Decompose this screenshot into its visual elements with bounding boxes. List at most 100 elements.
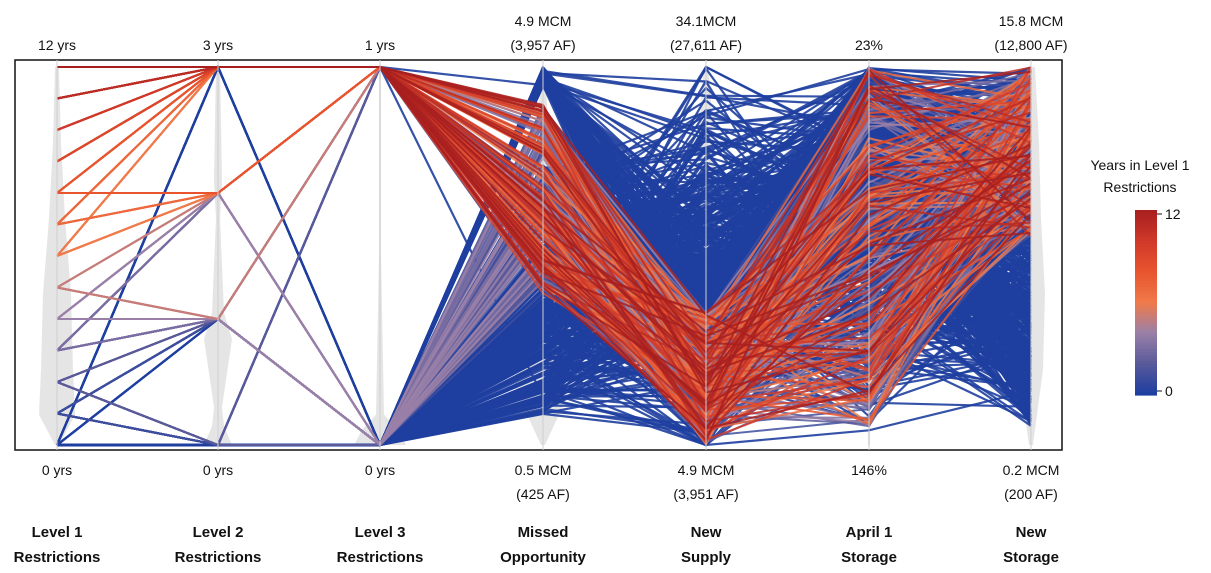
- colorbar-segment: [1135, 268, 1157, 273]
- axis-bottom-label-supply: 4.9 MCM: [678, 462, 735, 478]
- colorbar-segment: [1135, 247, 1157, 251]
- colorbar-title: Restrictions: [1103, 179, 1176, 195]
- colorbar-segment: [1135, 293, 1157, 297]
- axis-bottom-label-missed: 0.5 MCM: [515, 462, 572, 478]
- axis-bottom-label-april: 146%: [851, 462, 887, 478]
- axis-top-label-missed: (3,957 AF): [510, 37, 575, 53]
- colorbar-segment: [1135, 219, 1157, 223]
- colorbar-segment: [1135, 216, 1157, 220]
- colorbar-segment: [1135, 305, 1157, 310]
- colorbar-segment: [1135, 351, 1157, 356]
- colorbar-segment: [1135, 364, 1157, 368]
- colorbar-segment: [1135, 299, 1157, 304]
- colorbar-segment: [1135, 271, 1157, 276]
- colorbar-segment: [1135, 373, 1157, 378]
- axis-top-label-level1: 12 yrs: [38, 37, 76, 53]
- colorbar-segment: [1135, 290, 1157, 294]
- colorbar-segment: [1135, 370, 1157, 375]
- axis-title-level1: Level 1: [32, 524, 83, 541]
- solution-lines: [55, 64, 1032, 448]
- colorbar-segment: [1135, 250, 1157, 254]
- axis-bottom-label-supply: (3,951 AF): [673, 486, 738, 502]
- colorbar-segment: [1135, 231, 1157, 236]
- colorbar-segment: [1135, 339, 1157, 344]
- colorbar-segment: [1135, 228, 1157, 233]
- axis-bottom-label-storage: 0.2 MCM: [1003, 462, 1060, 478]
- colorbar-segment: [1135, 262, 1157, 267]
- axis-top-label-april: 23%: [855, 37, 883, 53]
- colorbar-segment: [1135, 348, 1157, 353]
- colorbar-segment: [1135, 287, 1157, 291]
- plot-frame: [14, 59, 1063, 451]
- colorbar-segment: [1135, 376, 1157, 381]
- colorbar-segment: [1135, 225, 1157, 230]
- colorbar-segment: [1135, 274, 1157, 279]
- colorbar-segment: [1135, 379, 1157, 384]
- colorbar-segment: [1135, 317, 1157, 322]
- colorbar-segment: [1135, 302, 1157, 307]
- axis-title-missed: Opportunity: [500, 549, 586, 566]
- colorbar-segment: [1135, 243, 1157, 248]
- colorbar-segment: [1135, 284, 1157, 288]
- colorbar-segment: [1135, 240, 1157, 245]
- colorbar-segment: [1135, 354, 1157, 359]
- axis-title-april: April 1: [846, 524, 893, 541]
- colorbar-segment: [1135, 277, 1157, 282]
- axis-bottom-label-storage: (200 AF): [1004, 486, 1058, 502]
- colorbar-segment: [1135, 265, 1157, 270]
- colorbar-segment: [1135, 358, 1157, 362]
- colorbar-segment: [1135, 388, 1157, 393]
- axis-top-label-storage: 15.8 MCM: [999, 13, 1064, 29]
- colorbar-segment: [1135, 210, 1157, 214]
- colorbar-segment: [1135, 256, 1157, 260]
- colorbar-segment: [1135, 213, 1157, 217]
- colorbar-segment: [1135, 314, 1157, 319]
- axis-bottom-label-level2: 0 yrs: [203, 462, 233, 478]
- axis-title-april: Storage: [841, 549, 897, 566]
- colorbar-segment: [1135, 311, 1157, 316]
- axis-bottom-label-missed: (425 AF): [516, 486, 570, 502]
- axis-top-label-supply: (27,611 AF): [670, 37, 742, 53]
- axis-title-missed: Missed: [518, 524, 569, 541]
- axis-title-storage: New: [1016, 524, 1047, 541]
- colorbar-segment: [1135, 234, 1157, 239]
- colorbar-segment: [1135, 382, 1157, 387]
- axis-title-level1: Restrictions: [14, 549, 101, 566]
- axis-top-label-level2: 3 yrs: [203, 37, 233, 53]
- axis-bottom-label-level3: 0 yrs: [365, 462, 395, 478]
- axis-title-level2: Restrictions: [175, 549, 262, 566]
- axis-top-label-supply: 34.1MCM: [676, 13, 737, 29]
- colorbar-segment: [1135, 391, 1157, 396]
- axis-top-label-missed: 4.9 MCM: [515, 13, 572, 29]
- colorbar-segment: [1135, 342, 1157, 347]
- colorbar-segment: [1135, 330, 1157, 334]
- colorbar-segment: [1135, 308, 1157, 313]
- colorbar-max-label: 12: [1165, 206, 1181, 222]
- axis-title-level3: Level 3: [355, 524, 406, 541]
- colorbar-title: Years in Level 1: [1090, 157, 1189, 173]
- axis-top-label-level3: 1 yrs: [365, 37, 395, 53]
- axis-title-level2: Level 2: [193, 524, 244, 541]
- axes-layer: 12 yrs 0 yrs Level 1 Restrictions 3 yrs 0 yrs…: [14, 13, 1068, 566]
- colorbar-legend: Years in Level 1 Restrictions 12 0: [1090, 157, 1189, 399]
- colorbar-segment: [1135, 385, 1157, 390]
- colorbar-segment: [1135, 361, 1157, 365]
- axis-title-supply: New: [691, 524, 722, 541]
- axis-title-storage: Storage: [1003, 549, 1059, 566]
- colorbar-segment: [1135, 253, 1157, 257]
- colorbar-segment: [1135, 280, 1157, 285]
- colorbar-segment: [1135, 324, 1157, 328]
- axis-title-level3: Restrictions: [337, 549, 424, 566]
- axis-bottom-label-level1: 0 yrs: [42, 462, 72, 478]
- axis-top-label-storage: (12,800 AF): [994, 37, 1067, 53]
- colorbar-segment: [1135, 237, 1157, 242]
- colorbar-segment: [1135, 367, 1157, 371]
- colorbar-segment: [1135, 321, 1157, 325]
- colorbar-segment: [1135, 333, 1157, 338]
- colorbar-segment: [1135, 327, 1157, 331]
- axis-title-supply: Supply: [681, 549, 732, 566]
- colorbar-segment: [1135, 296, 1157, 301]
- colorbar-segment: [1135, 336, 1157, 341]
- colorbar-segment: [1135, 345, 1157, 350]
